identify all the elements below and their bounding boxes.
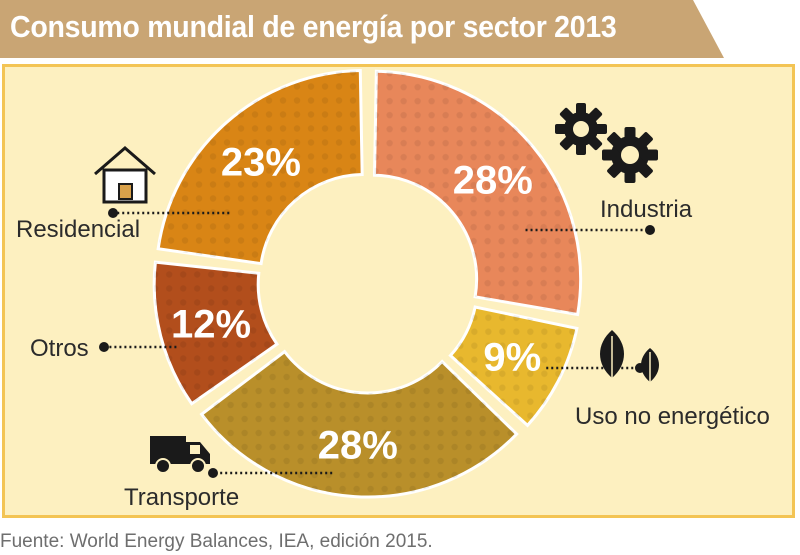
label-transporte: Transporte [124,484,240,511]
donut-slice-industria: 28% [372,69,583,317]
slice-texture [450,307,577,426]
slice-value-label: 28% [453,159,533,203]
slice-texture [374,71,581,315]
title-banner-shape [0,0,724,58]
slice-value-label: 28% [318,424,398,468]
gears-icon [602,127,658,183]
donut-slice-residencial: 23% [156,69,364,266]
leader-dot [99,342,109,352]
slice-texture [201,351,517,497]
leader-dot [645,225,655,235]
slice-value-label: 9% [483,336,541,380]
truck-icon [150,436,210,474]
gears-icon [555,103,607,155]
label-residencial: Residencial [16,216,141,243]
house-icon [94,146,156,204]
label-uso-no-energetico: Uso no energético [575,403,770,430]
donut-slice-otros: 12% [152,260,280,406]
donut-slice-uso-no-energético: 9% [448,305,579,428]
slice-texture [158,70,363,264]
leader-dot [208,468,218,478]
slice-value-label: 12% [171,302,251,346]
title-banner: Consumo mundial de energía por sector 20… [0,0,800,62]
leaves-icon [600,330,659,386]
label-industria: Industria [600,196,693,223]
leader-dot [108,208,118,218]
donut-slice-transporte: 28% [199,349,519,499]
chart-title: Consumo mundial de energía por sector 20… [10,9,617,44]
slice-texture [154,262,277,404]
source-note: Fuente: World Energy Balances, IEA, edic… [0,531,433,552]
slice-value-label: 23% [221,140,301,184]
label-otros: Otros [30,335,89,362]
